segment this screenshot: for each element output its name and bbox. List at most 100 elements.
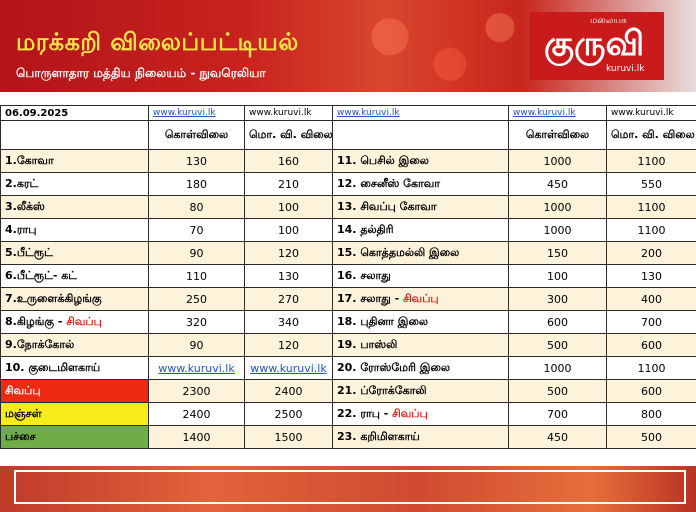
vegetable-name: 18. புதினா இலை [332,310,509,334]
vegetable-label: 22. ராபு - [337,406,393,420]
price-value: 2400 [274,384,303,398]
retail-price: 1500 [244,425,333,449]
price-value: 1100 [637,154,666,168]
price-value: 100 [547,269,568,283]
price-value: 100 [278,200,299,214]
vegetable-name: 10. குடைமிளகாய் [0,356,149,380]
vegetable-label: 12. சைனீஸ் கோவா [337,176,440,190]
vegetable-label: 10. குடைமிளகாய் [5,360,101,374]
price-value: 450 [547,430,568,444]
price-value: 1400 [182,430,211,444]
wholesale-price: 180 [148,172,245,196]
vegetable-name: 15. கொத்தமல்லி இலை [332,241,509,265]
site-text: www.kuruvi.lk [244,105,333,121]
table-row: 8.கிழங்கு - சிவப்பு 320 340 18. புதினா இலை 6… [0,310,696,334]
price-value: 340 [278,315,299,329]
retail-price: 100 [244,218,333,242]
price-value: 120 [278,338,299,352]
price-table-body: 06.09.2025 www.kuruvi.lk www.kuruvi.lk w… [0,105,696,449]
retail-price: 160 [244,149,333,173]
retail-price: 1100 [606,218,696,242]
vegetable-name: 6.பீட்ரூட்- கட் [0,264,149,288]
wholesale-price: 90 [148,241,245,265]
bottom-decoration [0,466,696,512]
vegetable-name: 5.பீட்ரூட் [0,241,149,265]
vegetable-name: 9.நோக்கோல் [0,333,149,357]
table-row: பச்சை 1400 1500 23. கறிமிளகாய் 450 500 [0,425,696,449]
vegetable-name: 17. சலாது - சிவப்பு [332,287,509,311]
site-link[interactable]: www.kuruvi.lk [153,108,216,118]
vegetable-label: 17. சலாது - [337,291,404,305]
retail-price: 2400 [244,379,333,403]
header-wholesale: கொள்விலை [148,120,245,150]
wholesale-price: 300 [508,287,607,311]
vegetable-label: 18. புதினா இலை [337,314,428,328]
vegetable-name: 20. ரோஸ்மேரி இலை [332,356,509,380]
vegetable-name: 11. பெசில் இலை [332,149,509,173]
vegetable-label: 1.கோவா [5,153,54,167]
vegetable-name: 23. கறிமிளகாய் [332,425,509,449]
retail-price: 340 [244,310,333,334]
logo-wordmark: குருவி [544,24,645,64]
logo-url: kuruvi.lk [606,64,645,74]
vegetable-label: 9.நோக்கோல் [5,337,75,351]
wholesale-price: 1000 [508,356,607,380]
wholesale-price: 500 [508,379,607,403]
table-row: 10. குடைமிளகாய் www.kuruvi.lk www.kuruvi.l… [0,356,696,380]
wholesale-price: 1000 [508,149,607,173]
site-link[interactable]: www.kuruvi.lk [513,108,576,118]
vegetable-name: 4.ராபு [0,218,149,242]
vegetable-name: பச்சை [0,425,149,449]
price-value: 500 [547,384,568,398]
column-header-row: கொள்விலை மொ. வி. விலை கொள்விலை மொ. வி. வ… [0,120,696,150]
price-value: 210 [278,177,299,191]
wholesale-price: 90 [148,333,245,357]
vegetable-label: சிவப்பு [5,383,41,397]
site-link[interactable]: www.kuruvi.lk [158,361,235,375]
table-row: 6.பீட்ரூட்- கட் 110 130 16. சலாது 100 130 [0,264,696,288]
vegetable-name: 8.கிழங்கு - சிவப்பு [0,310,149,334]
price-value: 80 [189,200,204,214]
retail-price: 210 [244,172,333,196]
price-value: 700 [547,407,568,421]
table-row: 4.ராபு 70 100 14. தல்திரி 1000 1100 [0,218,696,242]
retail-price: 130 [606,264,696,288]
header-wholesale: கொள்விலை [508,120,607,150]
vegetable-label: 2.கரட் [5,176,39,190]
price-value: 550 [641,177,662,191]
price-value: 180 [186,177,207,191]
page-subtitle: பொருளாதார மத்திய நிலையம் - நுவரெலியா [16,66,266,80]
retail-price: 120 [244,241,333,265]
vegetable-name: 22. ராபு - சிவப்பு [332,402,509,426]
page-title: மரக்கறி விலைப்பட்டியல் [16,28,299,56]
table-row: 1.கோவா 130 160 11. பெசில் இலை 1000 1100 [0,149,696,173]
vegetable-name: 21. ப்ரோக்கோலி [332,379,509,403]
price-value: 600 [641,338,662,352]
header-blank [332,120,509,150]
price-value: 110 [186,269,207,283]
wholesale-price: 450 [508,172,607,196]
vegetable-label: 7.உருளைக்கிழங்கு [5,291,102,305]
wholesale-price: 700 [508,402,607,426]
price-value: 600 [547,315,568,329]
wholesale-price: 500 [508,333,607,357]
retail-price: 130 [244,264,333,288]
vegetable-label: 21. ப்ரோக்கோலி [337,383,427,397]
price-value: 270 [278,292,299,306]
table-row: 9.நோக்கோல் 90 120 19. பாஸ்லி 500 600 [0,333,696,357]
vegetable-name: 3.லீக்ஸ் [0,195,149,219]
header-banner: மரக்கறி விலைப்பட்டியல் பொருளாதார மத்திய … [0,0,696,92]
red-variety-tag: சிவப்பு [66,314,102,328]
vegetable-label: 15. கொத்தமல்லி இலை [337,245,460,259]
retail-price: 700 [606,310,696,334]
site-link[interactable]: www.kuruvi.lk [250,361,327,375]
vegetable-label: 16. சலாது [337,268,391,282]
wholesale-price: 130 [148,149,245,173]
retail-price: 100 [244,195,333,219]
price-value: 1000 [543,154,572,168]
wholesale-price: 80 [148,195,245,219]
wholesale-price: 70 [148,218,245,242]
vegetable-label: 13. சிவப்பு கோவா [337,199,437,213]
site-link[interactable]: www.kuruvi.lk [337,108,400,118]
wholesale-price: 150 [508,241,607,265]
